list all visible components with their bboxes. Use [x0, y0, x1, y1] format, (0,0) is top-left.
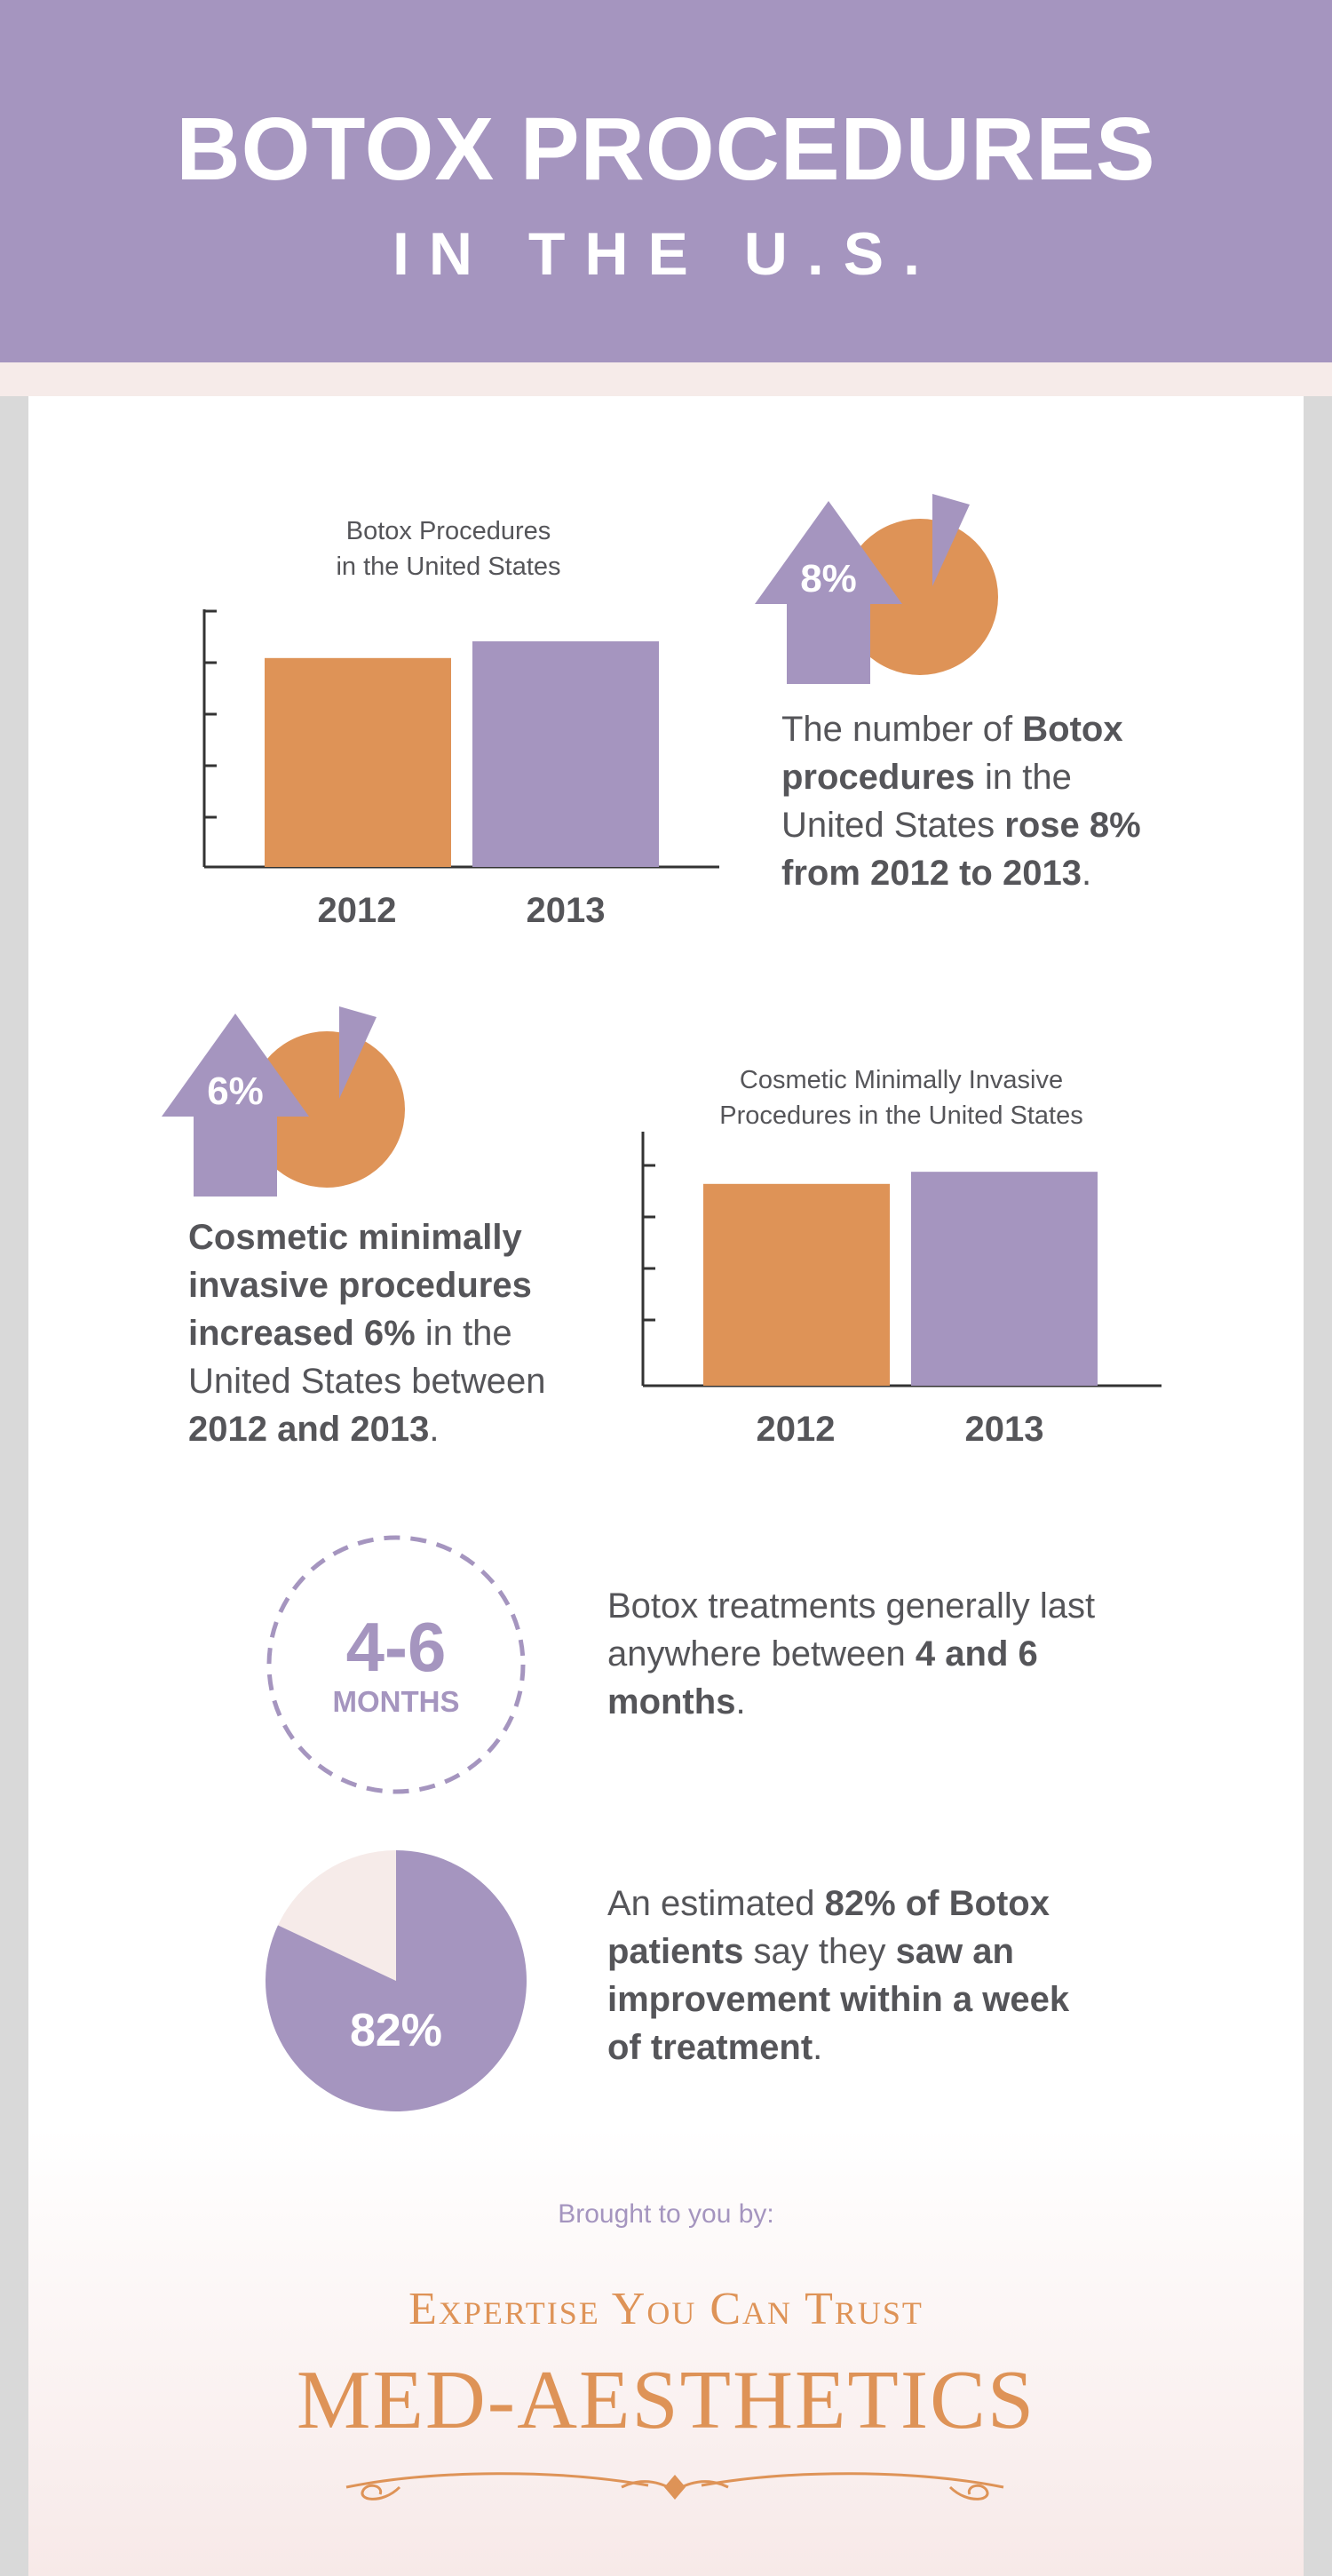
chart1-title-line1: Botox Procedures: [345, 517, 551, 545]
page-title: BOTOX PROCEDURES: [176, 99, 1156, 199]
chart1-x-tick-2013: 2013: [526, 891, 606, 930]
text-part-bold: rose 8% from 2012 to 2013: [781, 806, 1141, 893]
brought-to-you-by: Brought to you by:: [558, 2199, 774, 2229]
text-part-bold: saw an improvement within a week of trea…: [607, 1932, 1070, 2067]
pie-slice-remainder: [277, 1850, 396, 1981]
brand-name: MED-AESTHETICS: [296, 2354, 1036, 2446]
chart1-title-line2: in the United States: [336, 553, 561, 581]
text-part: say they: [743, 1932, 896, 1971]
pie-slice-82: [266, 1850, 527, 2111]
botox-growth-badge: 8%: [800, 557, 857, 600]
up-arrow-pie-icon: [162, 1006, 405, 1197]
text-part: The number of: [781, 710, 1023, 749]
text-part: Botox treatments generally last anywhere…: [607, 1586, 1096, 1674]
chart2-bar-2012: [703, 1183, 890, 1386]
header-banner: BOTOX PROCEDURES IN THE U.S.: [0, 0, 1332, 362]
chart2-svg: [641, 1132, 1162, 1387]
text-part: .: [1081, 854, 1092, 893]
text-part-bold: Botox procedures: [781, 710, 1123, 797]
satisfaction-pie-label: 82%: [349, 2005, 443, 2056]
chart1-x-tick-2012: 2012: [317, 891, 397, 930]
text-part: in the United States between: [188, 1314, 546, 1401]
brand-tagline: Expertise You Can Trust: [408, 2284, 924, 2334]
content-panel: [28, 396, 1304, 2576]
text-part-bold: Cosmetic minimally invasive procedures i…: [188, 1218, 532, 1353]
text-part-bold: 82% of Botox patients: [607, 1884, 1050, 1971]
page-subtitle: IN THE U.S.: [392, 220, 940, 288]
duration-unit: MONTHS: [332, 1685, 460, 1718]
text-part: .: [735, 1682, 746, 1721]
chart1-bar-2012: [265, 657, 451, 867]
chart1-bar-2013: [472, 640, 659, 867]
text-part-bold: 2012 and 2013: [188, 1410, 430, 1449]
text-part-bold: 4 and 6 months: [607, 1634, 1038, 1721]
botox-growth-text: The number of Botox procedures in the Un…: [781, 705, 1172, 897]
up-arrow-pie-icon: [755, 494, 998, 684]
text-part: .: [429, 1410, 440, 1449]
chart2-y-ticks: [643, 1164, 655, 1322]
minimally-invasive-growth-text: Cosmetic minimally invasive procedures i…: [188, 1213, 579, 1453]
chart2-title-line2: Procedures in the United States: [719, 1101, 1083, 1130]
chart2-x-tick-2013: 2013: [964, 1410, 1044, 1449]
text-part: .: [813, 2028, 823, 2067]
chart1-y-ticks: [204, 609, 217, 819]
text-part: in the United States: [781, 758, 1072, 845]
chart2-title: Cosmetic Minimally Invasive Procedures i…: [684, 1062, 1119, 1133]
minimally-invasive-growth-badge: 6%: [207, 1069, 264, 1113]
chart2-bar-2013: [911, 1172, 1098, 1386]
chart1-title: Botox Procedures in the United States: [297, 513, 599, 584]
header-divider-band: [0, 362, 1332, 396]
flourish-ornament-icon: [345, 2472, 1004, 2500]
duration-text: Botox treatments generally last anywhere…: [607, 1582, 1105, 1726]
text-part: An estimated: [607, 1884, 825, 1923]
duration-value: 4-6: [345, 1608, 447, 1686]
satisfaction-pie: [266, 1850, 527, 2111]
duration-dashed-circle: [266, 1535, 526, 1794]
chart2-title-line1: Cosmetic Minimally Invasive: [739, 1066, 1064, 1094]
chart1-svg: [202, 609, 719, 869]
satisfaction-text: An estimated 82% of Botox patients say t…: [607, 1880, 1105, 2071]
chart2-x-tick-2012: 2012: [756, 1410, 836, 1449]
